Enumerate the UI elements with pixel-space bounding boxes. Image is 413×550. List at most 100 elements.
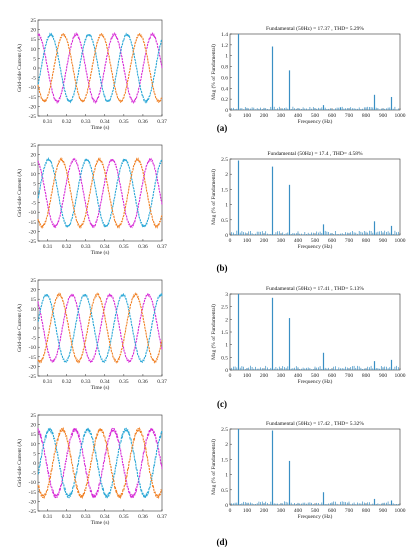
y-axis-label: Mag (% of Fundamental) — [210, 169, 217, 225]
x-tick-label: 700 — [345, 113, 354, 119]
x-tick-label: 200 — [260, 508, 269, 514]
y-axis-label: Mag (% of Fundamental) — [210, 439, 217, 495]
x-tick-label: 0 — [229, 113, 232, 119]
y-tick-label: 3 — [225, 292, 228, 298]
x-tick-label: 600 — [328, 508, 337, 514]
y-tick-label: 10 — [31, 307, 37, 313]
y-tick-label: -25 — [29, 239, 37, 245]
x-tick-label: 0.32 — [62, 244, 72, 250]
x-tick-label: 200 — [260, 238, 269, 244]
y-tick-label: -25 — [29, 509, 37, 515]
x-tick-label: 300 — [277, 238, 286, 244]
y-tick-label: 10 — [31, 442, 37, 448]
y-tick-label: 0 — [225, 503, 228, 509]
x-axis-label: Time (s) — [91, 124, 110, 131]
x-tick-label: 100 — [243, 113, 252, 119]
current-waveform-chart-3: -25 -20 -15 -10 -5 0 5 10 15 20 25 0.31 0.32 0.33 0.34… — [16, 278, 167, 391]
y-tick-label: -15 — [29, 95, 37, 101]
x-axis-label: Frequency (Hz) — [298, 118, 333, 125]
y-tick-label: 1.4 — [221, 32, 228, 38]
x-tick-label: 0.35 — [119, 119, 129, 125]
x-tick-label: 100 — [243, 508, 252, 514]
y-tick-label: -5 — [31, 201, 36, 207]
y-tick-label: 0 — [225, 233, 228, 239]
y-tick-label: 25 — [31, 143, 37, 149]
y-tick-label: -5 — [31, 336, 36, 342]
x-tick-label: 0.33 — [81, 379, 91, 385]
y-tick-label: 0.6 — [221, 75, 228, 81]
y-tick-label: 5 — [33, 56, 36, 62]
y-tick-label: -25 — [29, 114, 37, 120]
y-tick-label: 10 — [31, 47, 37, 53]
x-tick-label: 400 — [294, 508, 303, 514]
panel-label: (b) — [217, 263, 228, 273]
current-waveform-chart-2: -25 -20 -15 -10 -5 0 5 10 15 20 25 0.31 0.32 0.33 0.34… — [16, 143, 167, 256]
x-tick-label: 0.37 — [157, 244, 167, 250]
y-tick-label: 15 — [31, 297, 37, 303]
y-tick-label: 20 — [31, 423, 37, 429]
x-tick-label: 0.33 — [81, 119, 91, 125]
y-tick-label: -10 — [29, 85, 37, 91]
phase-current-line-1 — [37, 31, 163, 105]
panel-label: (d) — [217, 537, 228, 547]
x-tick-label: 0.36 — [138, 514, 148, 520]
x-tick-label: 500 — [311, 113, 320, 119]
x-tick-label: 0 — [229, 238, 232, 244]
x-tick-label: 300 — [277, 113, 286, 119]
y-tick-label: 20 — [31, 288, 37, 294]
x-tick-label: 1000 — [395, 238, 406, 244]
x-tick-label: 100 — [243, 238, 252, 244]
x-tick-label: 600 — [328, 238, 337, 244]
x-tick-label: 0.32 — [62, 379, 72, 385]
x-axis-label: Frequency (Hz) — [298, 513, 333, 520]
x-tick-label: 500 — [311, 373, 320, 379]
x-tick-label: 1000 — [395, 113, 406, 119]
x-tick-label: 0 — [229, 508, 232, 514]
y-tick-label: 1.2 — [221, 43, 228, 49]
y-axis-label: Mag (% of Fundamental) — [210, 44, 217, 100]
y-tick-label: 1 — [225, 343, 228, 349]
x-tick-label: 0.37 — [157, 379, 167, 385]
phase-current-line-3 — [37, 32, 163, 104]
x-tick-label: 0.34 — [100, 379, 110, 385]
y-tick-label: 2 — [225, 317, 228, 323]
y-tick-label: 0 — [225, 108, 228, 114]
y-tick-label: 5 — [33, 181, 36, 187]
y-tick-label: 0 — [33, 66, 36, 72]
y-tick-label: 0.8 — [221, 65, 228, 71]
x-tick-label: 700 — [345, 508, 354, 514]
y-tick-label: 1.5 — [221, 457, 228, 463]
y-tick-label: 0 — [33, 191, 36, 197]
spectrum-title: Fundamental (50Hz) = 17.37 , THD= 5.29% — [266, 25, 364, 32]
x-tick-label: 500 — [311, 508, 320, 514]
harmonic-spectrum-chart-3: Fundamental (50Hz) = 17.41 , THD= 5.13% 0… — [210, 285, 406, 385]
y-tick-label: -20 — [29, 364, 37, 370]
plot-frame — [229, 158, 401, 236]
y-tick-label: 2.5 — [221, 305, 228, 311]
x-tick-label: 900 — [379, 373, 388, 379]
x-tick-label: 0.33 — [81, 514, 91, 520]
x-tick-label: 0.31 — [43, 379, 53, 385]
y-tick-label: -5 — [31, 76, 36, 82]
phase-current-line-3 — [37, 292, 163, 364]
y-tick-label: -15 — [29, 220, 37, 226]
y-tick-label: 20 — [31, 153, 37, 159]
panel-label: (a) — [217, 123, 228, 133]
y-tick-label: 0.5 — [221, 355, 228, 361]
x-tick-label: 0.34 — [100, 514, 110, 520]
phase-current-line-1 — [37, 427, 163, 499]
x-tick-label: 900 — [379, 113, 388, 119]
x-tick-label: 400 — [294, 113, 303, 119]
y-tick-label: 0.2 — [221, 97, 228, 103]
y-tick-label: 0 — [33, 461, 36, 467]
x-tick-label: 0.35 — [119, 244, 129, 250]
current-waveform-chart-1: -25 -20 -15 -10 -5 0 5 10 15 20 25 0.31 0.32 0.33 0.34… — [16, 18, 167, 131]
x-tick-label: 0.35 — [119, 379, 129, 385]
plot-frame — [229, 33, 401, 111]
y-tick-label: -10 — [29, 210, 37, 216]
x-tick-label: 200 — [260, 373, 269, 379]
x-tick-label: 0.36 — [138, 244, 148, 250]
x-tick-label: 0.36 — [138, 379, 148, 385]
y-tick-label: -10 — [29, 480, 37, 486]
y-tick-label: 0.5 — [221, 488, 228, 494]
